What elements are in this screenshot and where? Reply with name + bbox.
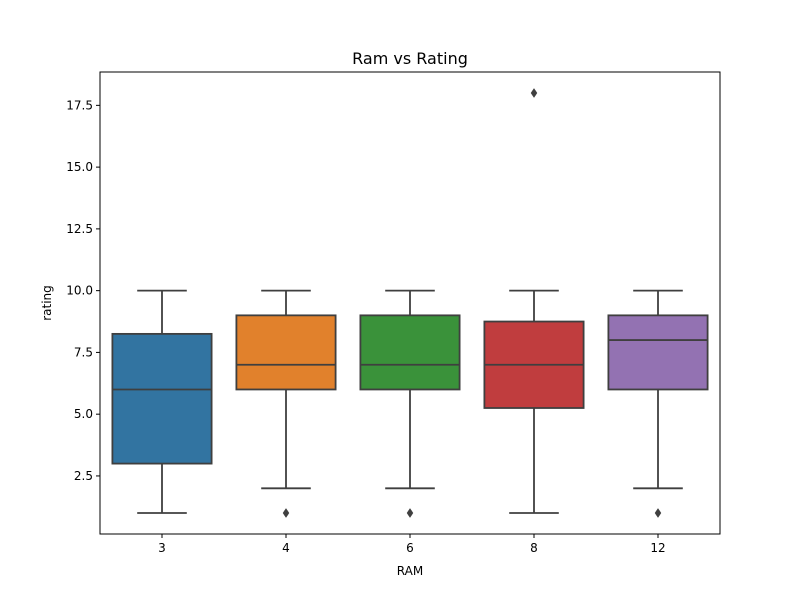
box-iqr (359, 314, 461, 391)
box-iqr (111, 332, 213, 465)
y-tick-label: 12.5 (66, 222, 93, 236)
box-iqr (235, 314, 337, 391)
y-tick-label: 2.5 (74, 469, 93, 483)
outlier-point (530, 88, 538, 98)
x-tick-label: 3 (158, 541, 166, 555)
outlier-point (406, 508, 414, 518)
y-axis-label: rating (40, 285, 54, 321)
box-iqr (607, 314, 709, 391)
y-tick-label: 5.0 (74, 407, 93, 421)
x-axis-label: RAM (397, 564, 423, 578)
outlier-point (654, 508, 662, 518)
x-tick-label: 8 (530, 541, 538, 555)
chart-title: Ram vs Rating (352, 49, 468, 68)
outlier-point (282, 508, 290, 518)
y-tick-label: 15.0 (66, 160, 93, 174)
plot-frame (99, 71, 721, 535)
y-tick-label: 7.5 (74, 345, 93, 359)
x-tick-label: 6 (406, 541, 414, 555)
y-tick-label: 17.5 (66, 98, 93, 112)
y-tick-label: 10.0 (66, 284, 93, 298)
plot-area: 2.5 5.0 7.5 10.0 12.5 15.0 17.5 3 4 6 8 12 (66, 88, 709, 555)
x-tick-label: 4 (282, 541, 290, 555)
x-tick-label: 12 (650, 541, 665, 555)
